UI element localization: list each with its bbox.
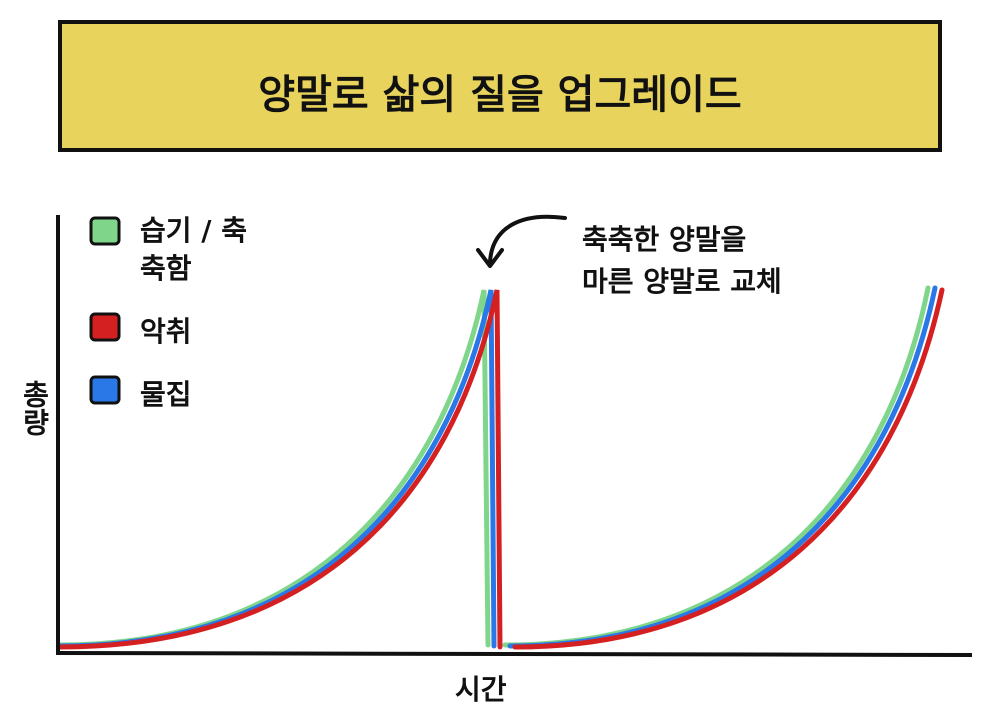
x-axis-label: 시간: [455, 673, 507, 706]
legend-swatch: [89, 312, 121, 342]
curve-odor: [512, 287, 945, 650]
curve-odor: [57, 289, 503, 650]
legend-label: 물집: [140, 378, 192, 411]
arrow: [488, 214, 567, 264]
curves: [57, 285, 945, 650]
title-box: [58, 20, 942, 152]
legend-swatch: [89, 216, 121, 246]
arrow-head: [476, 248, 504, 268]
y-axis-label: 총량: [18, 380, 51, 436]
title: 양말로 삶의 질을 업그레이드: [258, 72, 742, 118]
legend-label: 악취: [140, 315, 192, 348]
x-axis: [55, 651, 973, 657]
annotation: 마른 양말로 교체: [582, 265, 782, 298]
legend-swatch: [89, 375, 121, 405]
annotation: 축축한 양말을: [582, 223, 747, 256]
legend-label: 습기 / 축축함: [140, 214, 248, 285]
